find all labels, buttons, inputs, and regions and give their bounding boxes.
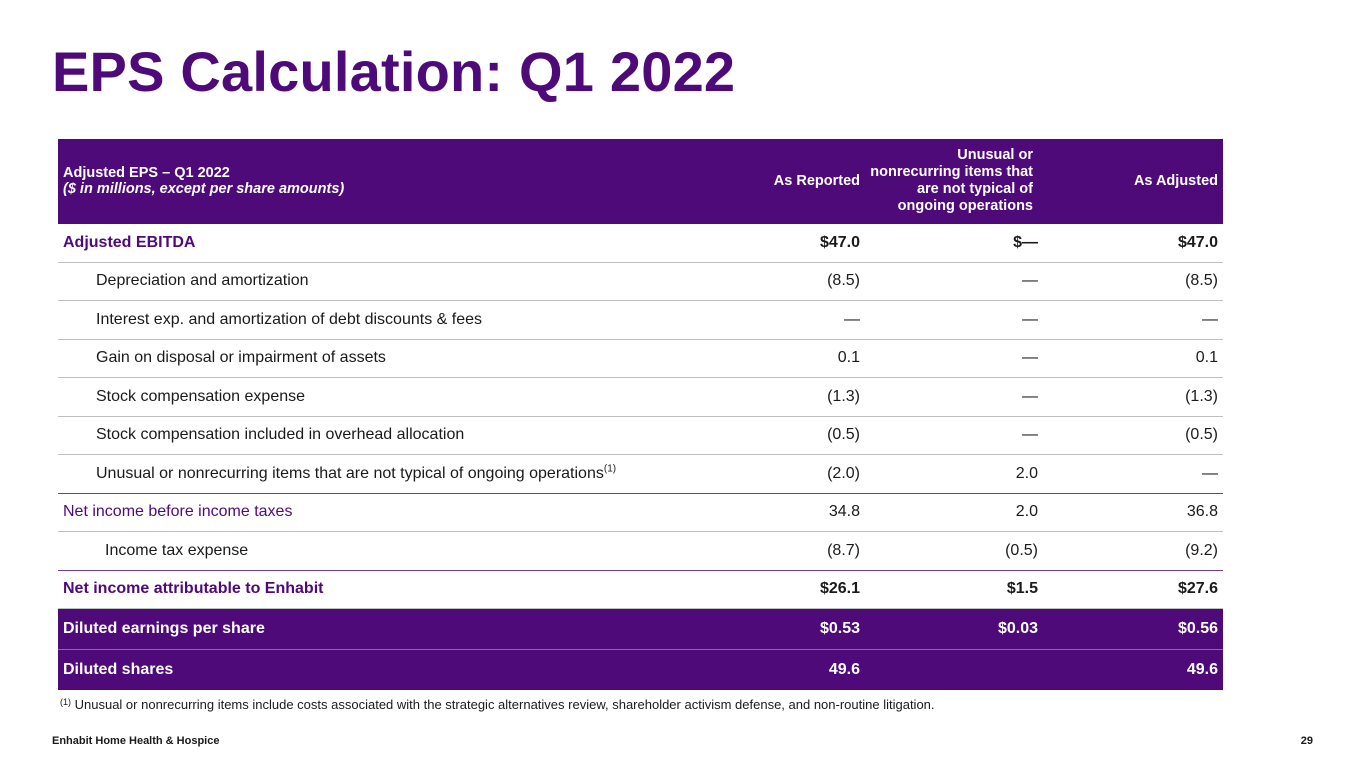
- cell-as-reported: $26.1: [706, 570, 865, 609]
- cell-unusual: 2.0: [865, 493, 1043, 532]
- cell-unusual: (0.5): [865, 531, 1043, 571]
- cell-as-reported: (0.5): [706, 416, 865, 455]
- footnote-marker: (1): [60, 697, 71, 707]
- table-row: Interest exp. and amortization of debt d…: [58, 300, 1223, 340]
- row-label: Stock compensation expense: [58, 377, 706, 417]
- row-label: Interest exp. and amortization of debt d…: [58, 300, 706, 340]
- table-row: Adjusted EBITDA $47.0 $— $47.0: [58, 223, 1223, 263]
- cell-as-adjusted: (8.5): [1043, 262, 1223, 301]
- cell-as-reported: 49.6: [706, 649, 865, 690]
- eps-table: Adjusted EPS – Q1 2022 ($ in millions, e…: [58, 139, 1223, 690]
- footnote-text: Unusual or nonrecurring items include co…: [74, 697, 935, 712]
- footnote-ref: (1): [603, 463, 617, 475]
- cell-as-adjusted: $27.6: [1043, 570, 1223, 609]
- table-row: Net income attributable to Enhabit $26.1…: [58, 570, 1223, 609]
- cell-unusual: 2.0: [865, 454, 1043, 494]
- header-title: Adjusted EPS – Q1 2022: [63, 165, 230, 181]
- table-row: Stock compensation included in overhead …: [58, 416, 1223, 455]
- cell-as-adjusted: (9.2): [1043, 531, 1223, 571]
- row-label: Diluted earnings per share: [58, 608, 706, 650]
- table-header-row: Adjusted EPS – Q1 2022 ($ in millions, e…: [58, 139, 1223, 224]
- header-as-reported: As Reported: [706, 139, 865, 224]
- cell-as-reported: (1.3): [706, 377, 865, 417]
- row-label: Unusual or nonrecurring items that are n…: [96, 464, 604, 482]
- cell-as-reported: $0.53: [706, 608, 865, 650]
- cell-unusual: —: [865, 339, 1043, 378]
- table-row: Depreciation and amortization (8.5) — (8…: [58, 262, 1223, 301]
- cell-unusual: —: [865, 262, 1043, 301]
- table-row: Income tax expense (8.7) (0.5) (9.2): [58, 531, 1223, 571]
- cell-as-reported: 0.1: [706, 339, 865, 378]
- cell-unusual: [865, 649, 1043, 690]
- cell-as-adjusted: 36.8: [1043, 493, 1223, 532]
- slide-title: EPS Calculation: Q1 2022: [52, 40, 736, 103]
- cell-unusual: $0.03: [865, 608, 1043, 650]
- table-row: Unusual or nonrecurring items that are n…: [58, 454, 1223, 494]
- cell-as-reported: (8.7): [706, 531, 865, 571]
- cell-unusual: —: [865, 416, 1043, 455]
- row-label: Income tax expense: [58, 531, 706, 571]
- cell-as-reported: —: [706, 300, 865, 340]
- cell-unusual: —: [865, 300, 1043, 340]
- cell-as-reported: (8.5): [706, 262, 865, 301]
- cell-unusual: $—: [865, 223, 1043, 263]
- table-row: Net income before income taxes 34.8 2.0 …: [58, 493, 1223, 532]
- row-label: Adjusted EBITDA: [58, 223, 706, 263]
- cell-as-adjusted: (0.5): [1043, 416, 1223, 455]
- header-as-adjusted: As Adjusted: [1043, 139, 1223, 224]
- header-subtitle: ($ in millions, except per share amounts…: [63, 181, 345, 197]
- page-number: 29: [1300, 735, 1313, 747]
- row-label: Gain on disposal or impairment of assets: [58, 339, 706, 378]
- cell-as-adjusted: —: [1043, 454, 1223, 494]
- cell-as-reported: (2.0): [706, 454, 865, 494]
- table-row: Stock compensation expense (1.3) — (1.3): [58, 377, 1223, 417]
- row-label: Net income attributable to Enhabit: [58, 570, 706, 609]
- row-label: Net income before income taxes: [58, 493, 706, 532]
- cell-as-reported: 34.8: [706, 493, 865, 532]
- table-row: Gain on disposal or impairment of assets…: [58, 339, 1223, 378]
- cell-as-adjusted: 49.6: [1043, 649, 1223, 690]
- header-label-cell: Adjusted EPS – Q1 2022 ($ in millions, e…: [58, 139, 706, 224]
- cell-as-adjusted: 0.1: [1043, 339, 1223, 378]
- footer-brand: Enhabit Home Health & Hospice: [52, 735, 220, 747]
- table-row-highlight: Diluted earnings per share $0.53 $0.03 $…: [58, 608, 1223, 650]
- cell-unusual: $1.5: [865, 570, 1043, 609]
- cell-as-adjusted: —: [1043, 300, 1223, 340]
- cell-unusual: —: [865, 377, 1043, 417]
- cell-as-adjusted: (1.3): [1043, 377, 1223, 417]
- cell-as-reported: $47.0: [706, 223, 865, 263]
- row-label: Diluted shares: [58, 649, 706, 690]
- cell-as-adjusted: $0.56: [1043, 608, 1223, 650]
- footnote: (1) Unusual or nonrecurring items includ…: [60, 697, 935, 712]
- row-label: Depreciation and amortization: [58, 262, 706, 301]
- row-label-cell: Unusual or nonrecurring items that are n…: [58, 454, 706, 494]
- header-unusual-items: Unusual or nonrecurring items that are n…: [865, 139, 1043, 224]
- table-row-highlight: Diluted shares 49.6 49.6: [58, 649, 1223, 690]
- cell-as-adjusted: $47.0: [1043, 223, 1223, 263]
- row-label: Stock compensation included in overhead …: [58, 416, 706, 455]
